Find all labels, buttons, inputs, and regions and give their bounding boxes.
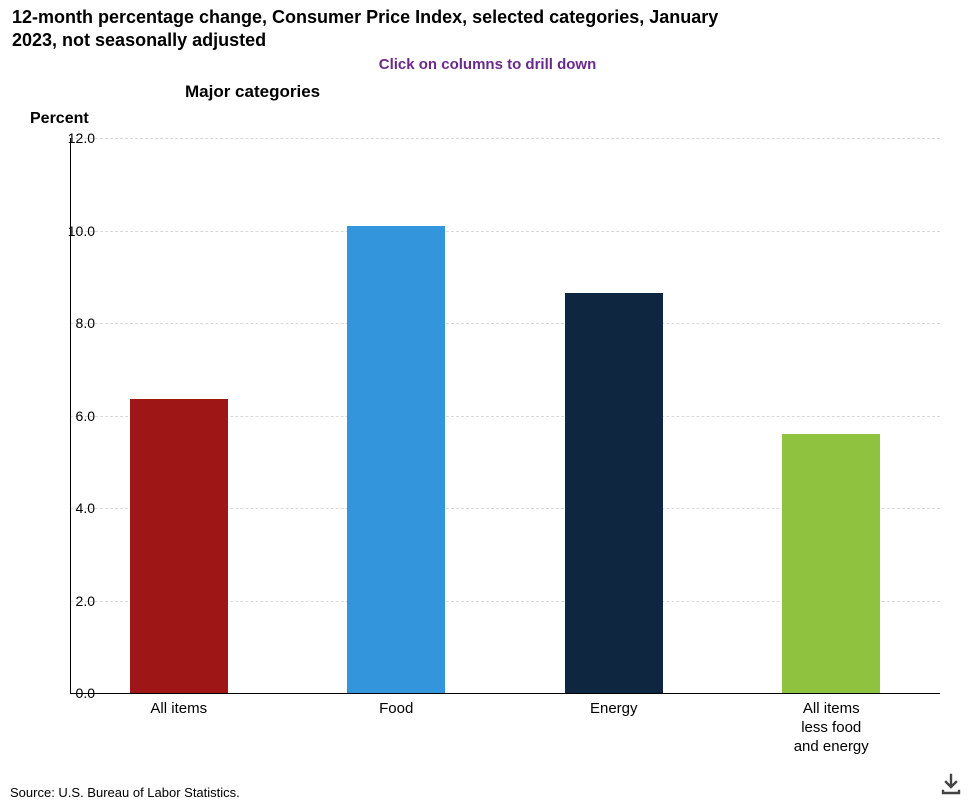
x-tick-label: All items (89, 700, 269, 719)
y-axis-title: Percent (30, 110, 89, 128)
gridline (70, 138, 940, 139)
gridline (70, 231, 940, 232)
chart-subtitle: Major categories (185, 82, 320, 102)
gridline (70, 323, 940, 324)
y-tick-label: 2.0 (35, 593, 95, 609)
y-tick-label: 12.0 (35, 130, 95, 146)
x-tick-label: All itemsless foodand energy (741, 700, 921, 756)
bar-column[interactable] (347, 226, 445, 693)
x-axis-line (70, 693, 940, 694)
x-tick-label: Energy (524, 700, 704, 719)
chart-title: 12-month percentage change, Consumer Pri… (12, 6, 762, 53)
bar-column[interactable] (565, 293, 663, 693)
drilldown-hint: Click on columns to drill down (0, 56, 975, 73)
plot-area (70, 138, 940, 693)
download-button[interactable] (939, 772, 963, 796)
y-tick-label: 6.0 (35, 408, 95, 424)
y-tick-label: 4.0 (35, 500, 95, 516)
y-tick-label: 8.0 (35, 315, 95, 331)
bar-column[interactable] (782, 434, 880, 693)
source-text: Source: U.S. Bureau of Labor Statistics. (10, 785, 240, 800)
y-tick-label: 10.0 (35, 223, 95, 239)
y-tick-label: 0.0 (35, 685, 95, 701)
download-icon (939, 772, 963, 796)
x-tick-label: Food (306, 700, 486, 719)
bar-column[interactable] (130, 399, 228, 693)
